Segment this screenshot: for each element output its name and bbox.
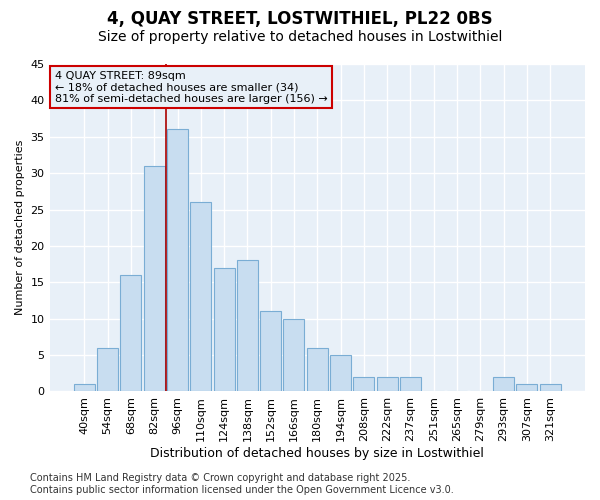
X-axis label: Distribution of detached houses by size in Lostwithiel: Distribution of detached houses by size … (151, 447, 484, 460)
Bar (190, 202, 211, 392)
Bar (377, 377, 398, 392)
Bar (283, 318, 304, 392)
Text: 4, QUAY STREET, LOSTWITHIEL, PL22 0BS: 4, QUAY STREET, LOSTWITHIEL, PL22 0BS (107, 10, 493, 28)
Bar (260, 312, 281, 392)
Text: Size of property relative to detached houses in Lostwithiel: Size of property relative to detached ho… (98, 30, 502, 44)
Bar (517, 384, 538, 392)
Bar (330, 355, 351, 392)
Bar (214, 268, 235, 392)
Bar (539, 384, 560, 392)
Bar (167, 130, 188, 392)
Bar (353, 377, 374, 392)
Text: Contains HM Land Registry data © Crown copyright and database right 2025.
Contai: Contains HM Land Registry data © Crown c… (30, 474, 454, 495)
Bar (493, 377, 514, 392)
Bar (400, 377, 421, 392)
Bar (237, 260, 258, 392)
Text: 4 QUAY STREET: 89sqm
← 18% of detached houses are smaller (34)
81% of semi-detac: 4 QUAY STREET: 89sqm ← 18% of detached h… (55, 70, 328, 104)
Y-axis label: Number of detached properties: Number of detached properties (15, 140, 25, 316)
Bar (97, 348, 118, 392)
Bar (144, 166, 165, 392)
Bar (74, 384, 95, 392)
Bar (121, 275, 142, 392)
Bar (307, 348, 328, 392)
